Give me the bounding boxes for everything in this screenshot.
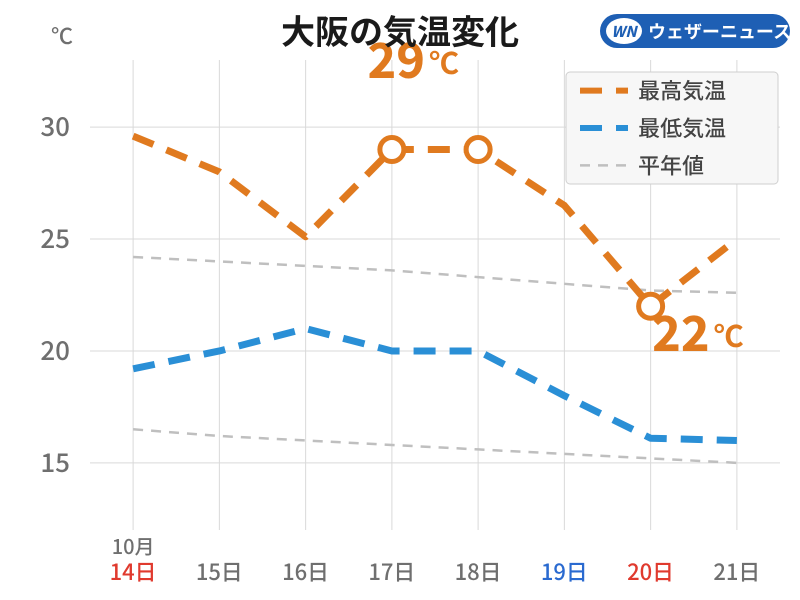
x-tick-label: 16日 [282,555,329,587]
temp-marker [380,138,404,162]
x-tick-label: 19日 [541,555,588,587]
x-tick-label: 17日 [368,555,415,587]
svg-text:22: 22 [652,295,710,365]
legend-label: 平年値 [638,148,704,180]
chart-title: 大阪の気温変化 [281,5,519,54]
svg-text:℃: ℃ [714,312,744,356]
brand-text: ウェザーニュース [648,18,791,44]
y-tick-label: 25 [40,219,70,256]
temp-marker [466,138,490,162]
brand-wn-text: WN [611,21,638,42]
y-tick-label: 20 [40,331,70,368]
legend-label: 最低気温 [638,111,726,143]
chart-container: 15202530℃10月14日15日16日17日18日19日20日21日29℃2… [0,0,800,600]
y-unit-label: ℃ [51,19,73,51]
x-tick-label: 20日 [627,555,674,587]
x-tick-label: 14日 [110,555,157,587]
x-tick-label: 15日 [196,555,243,587]
x-tick-label: 21日 [713,555,760,587]
y-tick-label: 15 [40,443,70,480]
temperature-chart: 15202530℃10月14日15日16日17日18日19日20日21日29℃2… [0,0,800,600]
y-tick-label: 30 [40,107,70,144]
x-tick-label: 18日 [455,555,502,587]
legend-label: 最高気温 [638,74,726,106]
